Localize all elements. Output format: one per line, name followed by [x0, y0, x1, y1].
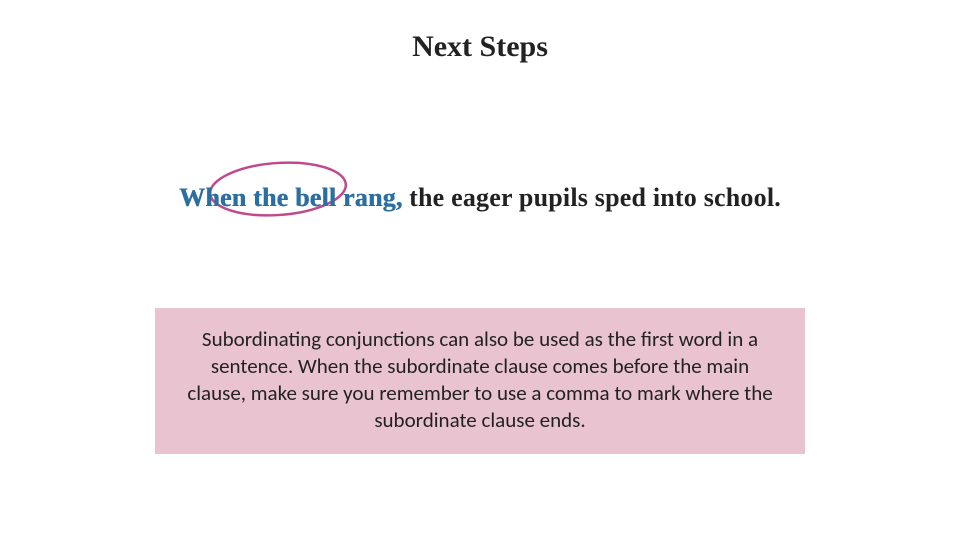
- example-sentence: When the bell rang, the eager pupils spe…: [0, 183, 960, 213]
- slide-title: Next Steps: [0, 30, 960, 64]
- explanation-text: Subordinating conjunctions can also be u…: [181, 326, 779, 434]
- main-clause: the eager pupils sped into school.: [402, 183, 781, 212]
- subordinate-clause: When the bell rang,: [179, 183, 402, 212]
- sentence-text: When the bell rang, the eager pupils spe…: [179, 183, 781, 212]
- slide: Next Steps When the bell rang, the eager…: [0, 0, 960, 540]
- explanation-box: Subordinating conjunctions can also be u…: [155, 308, 805, 454]
